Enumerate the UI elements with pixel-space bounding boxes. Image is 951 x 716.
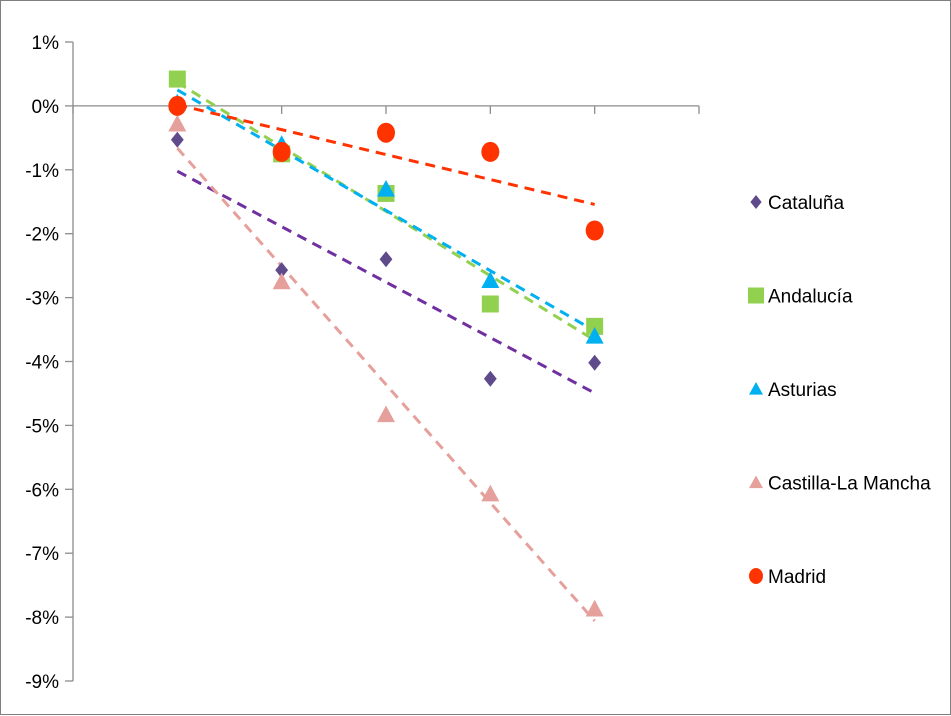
legend-item-1: Andalucía xyxy=(748,287,853,308)
data-point-4-2 xyxy=(377,122,395,143)
data-point-3-2 xyxy=(377,405,395,423)
data-point-4-3 xyxy=(481,141,500,162)
data-point-3-1 xyxy=(272,272,291,290)
legend-triangle-icon xyxy=(749,382,763,395)
data-point-3-4 xyxy=(585,599,604,617)
y-axis: 1% 0% -1% -2% -3% -4% -5% -6% -7% -8% -9% xyxy=(25,33,74,693)
data-point-4-1 xyxy=(272,141,291,162)
y-tick-label: -7% xyxy=(25,544,59,565)
trendline-4 xyxy=(176,103,596,206)
data-point-2-2 xyxy=(377,179,395,197)
data-point-3-0 xyxy=(168,114,187,132)
legend-diamond-icon xyxy=(750,195,762,209)
legend-label: Asturias xyxy=(768,380,837,401)
y-tick-label: -6% xyxy=(25,480,59,501)
x-axis xyxy=(72,105,700,114)
y-tick-label: -4% xyxy=(25,353,59,374)
y-tick-label: -5% xyxy=(25,416,59,437)
data-point-0-1 xyxy=(275,262,289,279)
data-point-0-2 xyxy=(379,251,393,268)
data-point-0-3 xyxy=(483,370,497,387)
legend: Cataluña Andalucía Asturias Castilla-La Man… xyxy=(748,193,931,588)
legend-label: Cataluña xyxy=(768,193,844,214)
legend-circle-icon xyxy=(749,568,763,584)
trendline-0 xyxy=(176,169,596,395)
data-points xyxy=(168,70,604,617)
y-tick-label: 1% xyxy=(32,33,60,54)
data-point-0-0 xyxy=(170,131,184,148)
y-tick-label: -1% xyxy=(25,161,59,182)
legend-item-2: Asturias xyxy=(749,380,837,401)
trendlines xyxy=(176,81,596,622)
y-tick-label: -3% xyxy=(25,289,59,310)
legend-label: Andalucía xyxy=(768,287,853,308)
data-point-3-3 xyxy=(481,484,500,502)
y-tick-label: -9% xyxy=(25,672,59,693)
data-point-1-0 xyxy=(168,70,186,88)
y-tick-label: -2% xyxy=(25,225,59,246)
legend-label: Castilla-La Mancha xyxy=(768,474,931,495)
legend-label: Madrid xyxy=(768,567,826,588)
legend-triangle-icon xyxy=(749,475,763,489)
legend-item-4: Madrid xyxy=(749,567,826,588)
data-point-4-0 xyxy=(168,95,187,116)
y-tick-label: -8% xyxy=(25,608,59,629)
trendline-2 xyxy=(176,88,596,333)
data-point-4-4 xyxy=(585,220,604,241)
data-point-1-3 xyxy=(481,295,499,313)
data-point-2-4 xyxy=(585,326,604,344)
trendline-3 xyxy=(176,147,596,622)
y-tick-label: 0% xyxy=(32,97,60,118)
data-point-0-4 xyxy=(588,354,602,371)
data-point-1-4 xyxy=(586,317,604,335)
data-point-2-3 xyxy=(481,271,500,288)
legend-item-0: Cataluña xyxy=(750,193,844,214)
legend-item-3: Castilla-La Mancha xyxy=(749,474,931,495)
legend-square-icon xyxy=(748,287,764,304)
